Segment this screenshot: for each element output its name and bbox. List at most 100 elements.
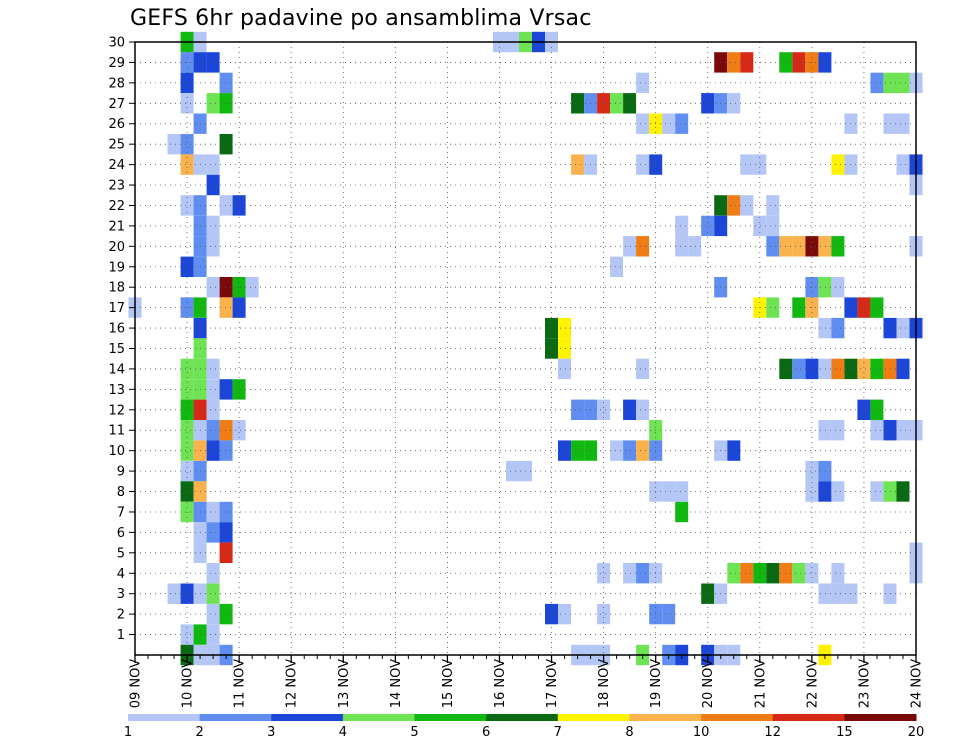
legend-swatch [128,714,201,721]
heatmap-cell [545,338,558,359]
y-tick-label: 15 [108,342,125,357]
heatmap-cell [597,93,611,114]
heatmap-cell [180,583,194,604]
y-tick-label: 13 [108,383,125,398]
heatmap-cell [727,440,741,461]
heatmap-cell [219,420,233,441]
heatmap-cell [896,113,910,134]
heatmap-cell [740,563,754,584]
heatmap-cell [870,358,884,380]
heatmap-cell [805,460,819,482]
heatmap-cell [818,52,832,73]
y-tick-label: 14 [108,362,125,377]
heatmap-cell [805,563,819,584]
heatmap-cell [857,358,871,380]
x-tick-label: 18 NOV [597,659,612,708]
heatmap-cell [180,256,194,277]
heatmap-cell [792,236,806,257]
heatmap-cell [805,358,819,380]
heatmap-cell [206,399,220,420]
y-tick-label: 4 [117,567,125,582]
heatmap-cell [727,93,741,114]
heatmap-cell [662,481,676,502]
heatmap-cell [831,583,845,604]
heatmap-cell [545,317,558,339]
heatmap-cell [636,358,650,380]
heatmap-cell [792,52,806,73]
heatmap-cell [675,236,689,257]
legend-swatch [557,714,630,721]
legend-label: 15 [836,725,853,740]
y-axis: 1234567891011121314151617181920212223242… [108,36,135,643]
heatmap-cell [831,317,845,339]
heatmap-cell [219,379,233,400]
heatmap-cell [597,563,611,584]
heatmap-cell [662,113,676,134]
legend-label: 10 [693,725,710,740]
heatmap-cell [753,563,767,584]
heatmap-cell [766,563,780,584]
heatmap-cell [740,195,754,216]
heatmap-cell [219,277,233,298]
legend-label: 6 [482,725,490,740]
heatmap-cell [675,501,689,523]
heatmap-cell [740,154,754,175]
heatmap-cell [870,72,884,94]
heatmap-cell [870,481,884,502]
heatmap-cell [206,583,220,604]
heatmap-cell [597,399,611,420]
heatmap-cell [219,297,233,318]
heatmap-cell [206,501,220,523]
y-tick-label: 19 [108,260,125,275]
heatmap-cell [701,215,715,237]
heatmap-cell [792,297,806,318]
heatmap-cell [558,358,571,380]
heatmap-cell [571,440,585,461]
heatmap-cell [818,460,832,482]
heatmap-cell [206,358,220,380]
heatmap-cell [896,358,910,380]
heatmap-cell [206,603,220,625]
heatmap-cell [610,93,624,114]
heatmap-cell [766,236,780,257]
heatmap-cell [818,583,832,604]
heatmap-cell [831,277,845,298]
x-tick-label: 16 NOV [493,659,508,708]
heatmap-cell [818,481,832,502]
x-tick-label: 11 NOV [233,659,248,708]
heatmap-cell [206,563,220,584]
heatmap-cell [180,440,194,461]
heatmap-cell [558,338,571,359]
legend-label: 2 [195,725,203,740]
x-tick-label: 21 NOV [753,659,768,708]
heatmap-cell [206,93,220,114]
heatmap-cell [896,72,910,94]
y-tick-label: 5 [117,546,125,561]
heatmap-cell [792,563,806,584]
heatmap-cell [206,420,220,441]
heatmap-cell [571,93,585,114]
heatmap-cell [727,195,741,216]
heatmap-cell [818,236,832,257]
heatmap-cell [219,195,233,216]
y-tick-label: 9 [117,465,125,480]
heatmap-cell [180,460,194,482]
y-tick-label: 26 [108,117,125,132]
legend-swatch [342,714,415,721]
heatmap-cell [610,256,624,277]
heatmap-cell [245,277,259,298]
x-tick-label: 19 NOV [649,659,664,708]
legend-label: 5 [410,725,418,740]
x-tick-label: 13 NOV [337,659,352,708]
legend-label: 7 [554,725,562,740]
heatmap-cell [167,134,181,155]
legend-label: 12 [764,725,781,740]
x-tick-label: 09 NOV [129,659,144,708]
y-tick-label: 18 [108,281,125,296]
heatmap-cell [896,317,910,339]
y-tick-label: 1 [117,628,125,643]
heatmap-cell [180,379,194,400]
heatmap-cell [597,603,611,625]
heatmap-cell [219,72,233,94]
heatmap-cell [688,236,702,257]
